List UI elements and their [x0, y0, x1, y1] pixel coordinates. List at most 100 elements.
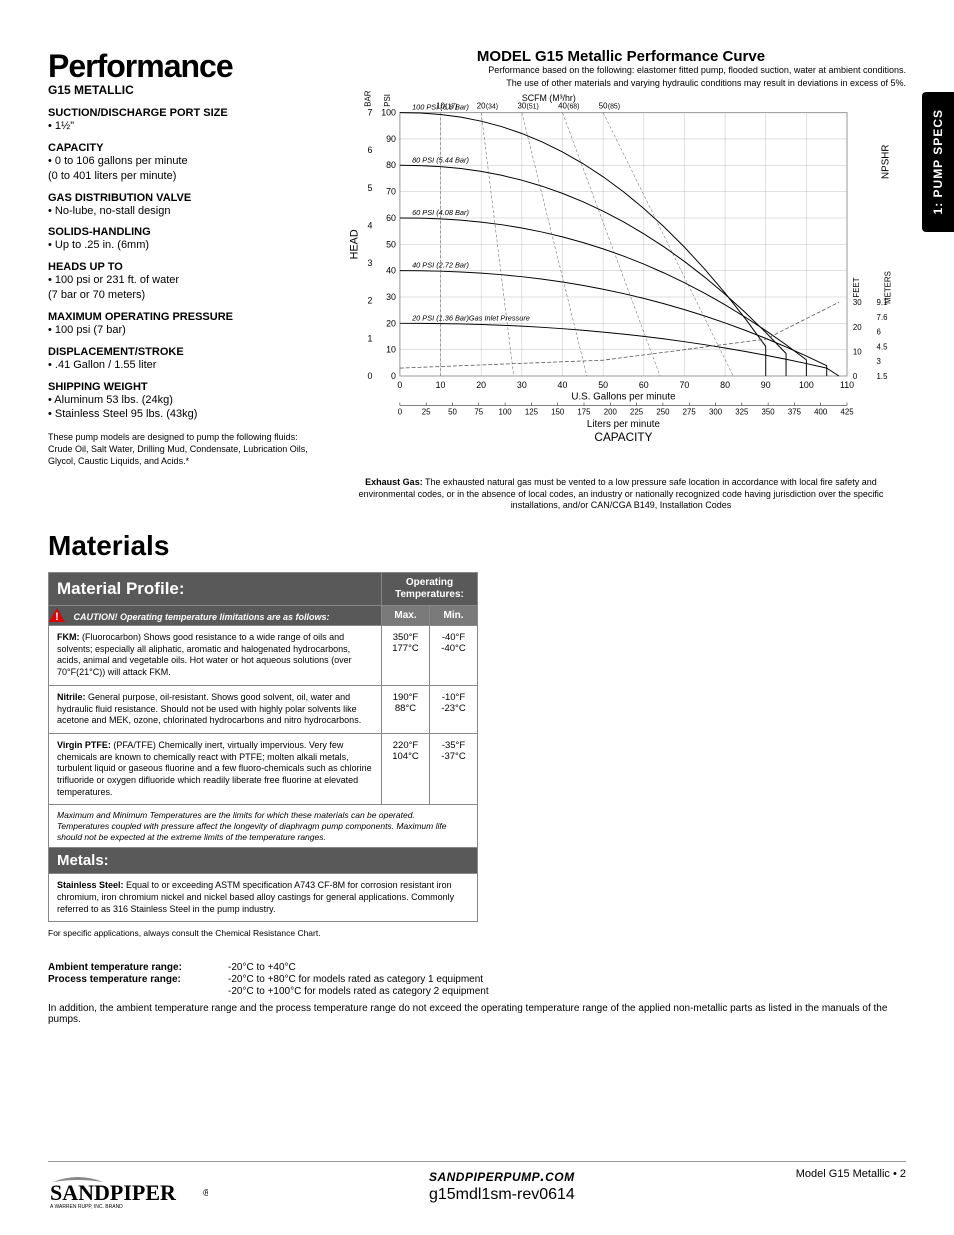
materials-table: Material Profile: Operating Temperatures… [48, 572, 478, 922]
svg-text:50: 50 [599, 101, 608, 110]
svg-text:25: 25 [422, 407, 431, 416]
svg-text:100: 100 [799, 379, 814, 389]
svg-text:40: 40 [386, 265, 396, 275]
footer-page: Model G15 Metallic • 2 [796, 1168, 906, 1180]
temp-ranges: Ambient temperature range: -20°C to +40°… [48, 962, 906, 1025]
temp-max: 350°F177°C [382, 626, 430, 686]
svg-text:!: ! [55, 611, 59, 622]
svg-text:40: 40 [558, 101, 567, 110]
svg-text:40 PSI (2.72 Bar): 40 PSI (2.72 Bar) [412, 260, 469, 269]
svg-text:30: 30 [517, 101, 526, 110]
svg-text:0: 0 [391, 371, 396, 381]
svg-text:CAPACITY: CAPACITY [594, 430, 652, 443]
svg-text:275: 275 [683, 407, 697, 416]
svg-text:90: 90 [761, 379, 771, 389]
material-desc: FKM: (Fluorocarbon) Shows good resistanc… [49, 626, 382, 686]
spec-block: MAXIMUM OPERATING PRESSURE• 100 psi (7 b… [48, 311, 308, 338]
chart-sub1: Performance based on the following: elas… [336, 65, 906, 76]
svg-text:60: 60 [386, 213, 396, 223]
specs-column: Performance G15 METALLIC SUCTION/DISCHAR… [48, 48, 308, 512]
chart-sub2: The use of other materials and varying h… [336, 78, 906, 89]
spec-block: SOLIDS-HANDLING• Up to .25 in. (6mm) [48, 226, 308, 253]
temp-max: 190°F88°C [382, 685, 430, 733]
spec-title: SOLIDS-HANDLING [48, 226, 308, 238]
spec-item: (0 to 401 liters per minute) [48, 169, 308, 184]
metals-desc: Stainless Steel: Equal to or exceeding A… [49, 874, 478, 922]
svg-text:(17): (17) [445, 103, 457, 110]
svg-text:SANDPIPER: SANDPIPER [50, 1180, 177, 1205]
svg-text:20: 20 [476, 379, 486, 389]
svg-text:20 PSI (1.36 Bar)Gas Inlet Pre: 20 PSI (1.36 Bar)Gas Inlet Pressure [411, 313, 530, 322]
svg-text:175: 175 [577, 407, 591, 416]
max-hdr: Max. [382, 606, 430, 626]
process-val2: -20°C to +100°C for models rated as cate… [228, 986, 489, 997]
svg-text:6: 6 [877, 327, 882, 336]
svg-text:7.6: 7.6 [877, 313, 889, 322]
svg-text:10: 10 [436, 101, 445, 110]
svg-text:7: 7 [367, 107, 372, 117]
spec-item: • 1½" [48, 119, 308, 134]
spec-title: SHIPPING WEIGHT [48, 381, 308, 393]
svg-text:50: 50 [598, 379, 608, 389]
spec-title: GAS DISTRIBUTION VALVE [48, 192, 308, 204]
svg-text:250: 250 [656, 407, 670, 416]
page-footer: SANDPIPER ® A WARREN RUPP, INC. BRAND SA… [48, 1161, 906, 1215]
temp-limits-note: Maximum and Minimum Temperatures are the… [49, 805, 478, 848]
spec-block: HEADS UP TO• 100 psi or 231 ft. of water… [48, 261, 308, 303]
spec-item: • .41 Gallon / 1.55 liter [48, 358, 308, 373]
caution-text: CAUTION! Operating temperature limitatio… [73, 612, 329, 622]
materials-title: Materials [48, 530, 906, 562]
svg-text:40: 40 [558, 379, 568, 389]
svg-text:200: 200 [604, 407, 618, 416]
svg-text:0: 0 [397, 379, 402, 389]
spec-item: • Stainless Steel 95 lbs. (43kg) [48, 407, 308, 422]
spec-title: CAPACITY [48, 142, 308, 154]
svg-text:225: 225 [630, 407, 644, 416]
svg-text:375: 375 [788, 407, 802, 416]
footer-url: SANDPIPERPUMP.COM [429, 1168, 575, 1186]
spec-item: • 100 psi (7 bar) [48, 323, 308, 338]
svg-text:3: 3 [877, 357, 882, 366]
chart-column: MODEL G15 Metallic Performance Curve Per… [336, 48, 906, 512]
svg-text:1.5: 1.5 [877, 372, 889, 381]
ambient-label: Ambient temperature range: [48, 962, 228, 973]
sandpiper-logo: SANDPIPER ® A WARREN RUPP, INC. BRAND [48, 1168, 208, 1215]
model-subtitle: G15 METALLIC [48, 83, 308, 97]
min-hdr: Min. [430, 606, 478, 626]
svg-text:60: 60 [639, 379, 649, 389]
spec-block: SHIPPING WEIGHT• Aluminum 53 lbs. (24kg)… [48, 381, 308, 423]
exhaust-text: The exhausted natural gas must be vented… [359, 477, 884, 510]
svg-text:100: 100 [499, 407, 513, 416]
svg-text:110: 110 [840, 379, 854, 389]
svg-text:6: 6 [367, 145, 372, 155]
process-label: Process temperature range: [48, 974, 228, 985]
svg-text:150: 150 [551, 407, 565, 416]
spec-item: • Up to .25 in. (6mm) [48, 238, 308, 253]
svg-text:30: 30 [517, 379, 527, 389]
spec-block: SUCTION/DISCHARGE PORT SIZE• 1½" [48, 107, 308, 134]
svg-text:100: 100 [381, 107, 396, 117]
svg-text:(68): (68) [567, 103, 579, 110]
svg-text:325: 325 [735, 407, 749, 416]
svg-text:70: 70 [680, 379, 690, 389]
svg-text:10: 10 [436, 379, 446, 389]
svg-text:PSI: PSI [383, 94, 392, 107]
svg-text:50: 50 [386, 239, 396, 249]
svg-text:70: 70 [386, 186, 396, 196]
svg-text:90: 90 [386, 133, 396, 143]
material-profile-hdr: Material Profile: [49, 573, 382, 606]
svg-text:80 PSI (5.44 Bar): 80 PSI (5.44 Bar) [412, 155, 469, 164]
svg-text:350: 350 [762, 407, 776, 416]
spec-item: (7 bar or 70 meters) [48, 288, 308, 303]
svg-text:A WARREN RUPP, INC. BRAND: A WARREN RUPP, INC. BRAND [50, 1204, 123, 1210]
svg-text:®: ® [203, 1188, 208, 1199]
ambient-val: -20°C to +40°C [228, 962, 296, 973]
svg-text:4.5: 4.5 [877, 342, 889, 351]
spec-title: SUCTION/DISCHARGE PORT SIZE [48, 107, 308, 119]
temp-min: -40°F-40°C [430, 626, 478, 686]
spec-item: • 100 psi or 231 ft. of water [48, 273, 308, 288]
svg-text:2: 2 [367, 295, 372, 305]
svg-text:0: 0 [367, 371, 372, 381]
svg-text:60 PSI (4.08 Bar): 60 PSI (4.08 Bar) [412, 208, 469, 217]
svg-text:125: 125 [525, 407, 539, 416]
